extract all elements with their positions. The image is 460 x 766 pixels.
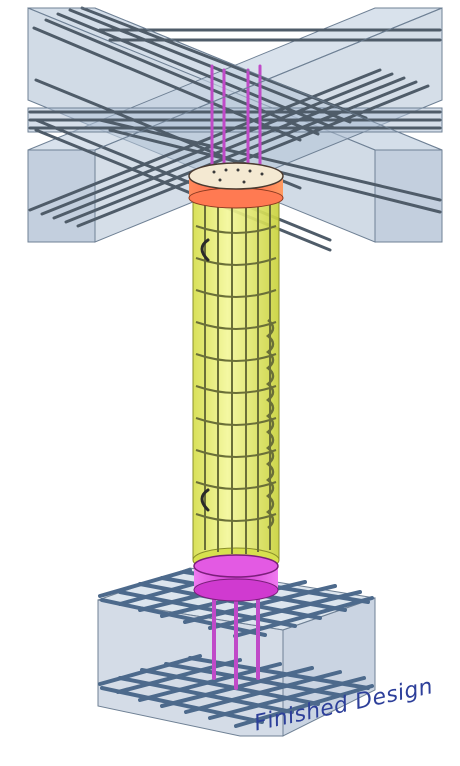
- rebar: [164, 662, 346, 698]
- hoop: [195, 225, 277, 234]
- beam-outline-overlay: [28, 7, 443, 151]
- hoop: [195, 417, 277, 426]
- top-ring-holes: [212, 168, 264, 184]
- hook: [200, 488, 210, 512]
- hoop: [195, 385, 277, 394]
- hoop: [195, 513, 277, 522]
- hole: [218, 178, 222, 182]
- beam-a-end-face: [374, 149, 443, 243]
- rebar: [28, 68, 382, 212]
- column-cage-hoops: [195, 225, 277, 522]
- rebar: [140, 668, 320, 706]
- hoop: [195, 321, 277, 330]
- rebar: [56, 12, 336, 130]
- hole: [236, 168, 240, 172]
- rebar: [118, 676, 294, 714]
- beam-edge: [28, 7, 443, 151]
- hoop: [195, 481, 277, 490]
- top-ring-upper-face: [188, 162, 284, 190]
- hoop: [195, 257, 277, 266]
- bottom-ring-upper-face: [193, 554, 279, 578]
- rebar: [52, 76, 406, 220]
- rebar: [34, 128, 332, 252]
- hole: [212, 170, 216, 174]
- hoop: [195, 449, 277, 458]
- column-hooks: [200, 238, 210, 512]
- column-top-ring: [188, 162, 284, 209]
- hoop: [195, 353, 277, 362]
- column-body: [192, 189, 280, 561]
- rebar: [100, 686, 264, 724]
- footing-dowels: [212, 596, 260, 690]
- hole: [242, 180, 246, 184]
- bottom-ring-lower-edge: [193, 578, 279, 602]
- rebar: [44, 18, 320, 136]
- spiral-turn: [266, 319, 275, 529]
- rebar: [40, 72, 394, 216]
- rebar: [118, 590, 297, 628]
- footing-bottom-mesh: [98, 654, 374, 728]
- beam-dowels: [210, 64, 262, 168]
- hole: [260, 172, 264, 176]
- rebar: [188, 656, 370, 690]
- beam-edge: [94, 7, 443, 151]
- column-spiral: [266, 319, 275, 529]
- rebar: [34, 118, 332, 242]
- hook: [200, 238, 210, 262]
- top-ring-lower-edge: [188, 187, 284, 209]
- column-bottom-ring: [193, 554, 279, 602]
- rebar: [98, 118, 442, 202]
- column: [192, 189, 280, 573]
- hole: [248, 169, 252, 173]
- hoop: [195, 289, 277, 298]
- hole: [224, 168, 228, 172]
